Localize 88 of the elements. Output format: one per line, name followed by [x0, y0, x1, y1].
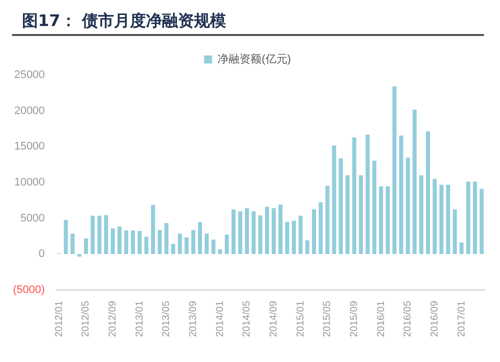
bar: [358, 175, 363, 254]
bar: [325, 186, 330, 254]
bar: [446, 184, 450, 254]
x-tick-label: 2012/09: [108, 300, 119, 338]
bar: [466, 182, 470, 254]
bar: [366, 134, 370, 254]
bar: [232, 209, 236, 254]
bar: [419, 175, 424, 254]
bar: [211, 240, 216, 254]
bar: [432, 178, 437, 254]
bar: [104, 215, 108, 254]
y-tick-label: 20000: [14, 104, 45, 117]
bar: [452, 209, 457, 254]
bar: [258, 215, 262, 254]
bar: [97, 216, 102, 254]
bar: [285, 222, 290, 254]
x-tick-label: 2013/01: [134, 300, 146, 338]
bar: [191, 230, 196, 254]
x-tick-label: 2016/05: [402, 300, 414, 338]
x-tick-label: 2012/01: [54, 300, 65, 338]
x-tick-label: 2014/01: [214, 300, 226, 338]
bar: [164, 223, 168, 254]
bar: [406, 158, 410, 254]
bar: [238, 211, 242, 254]
x-tick-label: 2014/05: [242, 300, 253, 338]
bar: [332, 145, 336, 254]
bar: [70, 234, 75, 254]
bar: [412, 110, 417, 254]
bar: [305, 240, 310, 254]
bar: [265, 206, 270, 254]
x-tick-label: 2016/09: [429, 300, 440, 338]
bar: [171, 244, 176, 254]
x-tick-label: 2015/09: [348, 300, 360, 338]
bar: [64, 220, 68, 254]
bar: [244, 208, 249, 254]
x-tick-label: 2014/09: [268, 300, 280, 338]
bar: [338, 158, 343, 254]
bar: [151, 204, 156, 254]
y-tick-label: 10000: [14, 176, 45, 188]
x-tick-label: 2013/05: [161, 300, 172, 338]
y-tick-label: 0: [38, 248, 45, 260]
bar: [278, 204, 282, 254]
bar: [272, 208, 276, 254]
bar: [399, 136, 404, 254]
bar: [252, 211, 256, 254]
bar: [298, 216, 303, 254]
x-tick-label: 2016/01: [376, 300, 387, 338]
bar: [426, 131, 430, 254]
bar: [472, 182, 477, 254]
bar: [318, 202, 323, 254]
bar: [198, 222, 202, 254]
bar: [379, 186, 384, 254]
bar: [144, 236, 148, 254]
bar: [138, 231, 142, 254]
bar: [90, 216, 95, 254]
x-tick-label: 2017/01: [456, 300, 468, 338]
bar: [224, 234, 229, 254]
bar: [386, 186, 390, 254]
bar: [346, 175, 350, 254]
bar: [460, 242, 464, 254]
bar: [218, 249, 222, 254]
x-tick-label: 2015/01: [295, 300, 306, 338]
y-tick-label: 5000: [20, 212, 45, 224]
bar: [84, 238, 88, 254]
x-tick-label: 2013/09: [188, 300, 200, 338]
bar: [184, 237, 189, 254]
bar: [352, 137, 356, 254]
y-tick-label: 25000: [14, 69, 45, 82]
bar: [158, 230, 162, 254]
chart-title: 图17： 债市月度净融资规模: [12, 6, 484, 36]
y-tick-label: 15000: [14, 140, 45, 153]
bar: [480, 188, 484, 254]
y-tick-label: (5000): [13, 284, 45, 296]
x-tick-label: 2012/05: [80, 300, 92, 338]
bar: [130, 230, 135, 254]
x-tick-label: 2015/05: [322, 300, 334, 338]
bar: [178, 234, 182, 254]
bar: [117, 226, 122, 254]
bar: [392, 86, 396, 254]
legend-label: 净融资额(亿元): [218, 52, 291, 66]
bar: [372, 160, 376, 254]
bar: [439, 184, 444, 254]
bar: [204, 234, 209, 254]
bar: [124, 230, 128, 254]
bar: [292, 220, 296, 254]
bar: [312, 209, 316, 254]
bar: [77, 254, 82, 257]
bar: [110, 228, 115, 254]
